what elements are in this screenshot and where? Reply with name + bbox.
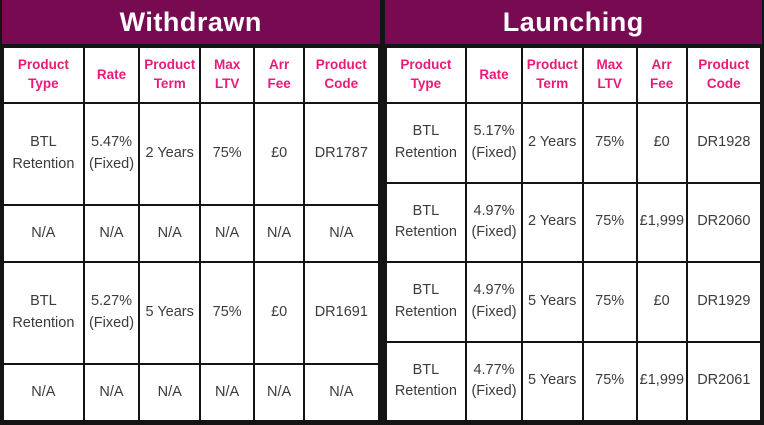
data-cell: BTL Retention [384, 261, 468, 343]
table-row: BTL Retention 5.47% (Fixed) 2 Years 75% £0 DR… [2, 102, 380, 206]
data-cell: 4.97% (Fixed) [465, 261, 523, 343]
data-cell: DR1787 [303, 102, 380, 206]
column-header-cell: Max LTV [199, 46, 256, 104]
data-cell: N/A [2, 362, 85, 423]
data-cell: 75% [199, 260, 256, 365]
data-cell: 75% [581, 102, 638, 184]
header-row: Product Type Rate Product Term Max LTV Arr F… [384, 46, 763, 104]
data-cell: N/A [303, 362, 380, 423]
data-cell: £1,999 [635, 181, 688, 263]
data-cell: N/A [199, 203, 256, 263]
data-cell: 2 Years [520, 181, 584, 263]
withdrawn-table-body: BTL Retention 5.47% (Fixed) 2 Years 75% £0 DR… [2, 102, 380, 423]
column-header-cell: Arr Fee [253, 46, 306, 104]
data-cell: N/A [253, 203, 306, 263]
data-cell: £0 [635, 102, 688, 184]
column-header-cell: Product Code [685, 46, 763, 104]
table-row: BTL Retention 4.97% (Fixed) 5 Years 75% £0 DR… [384, 261, 763, 343]
section-title-launching: Launching [384, 0, 762, 46]
data-cell: 5 Years [520, 261, 584, 343]
data-cell: 75% [581, 261, 638, 343]
column-header-cell: Product Type [384, 46, 468, 104]
data-cell: N/A [2, 203, 85, 263]
data-cell: DR2060 [685, 181, 763, 263]
data-cell: N/A [303, 203, 380, 263]
data-cell: N/A [82, 362, 141, 423]
data-cell: 75% [581, 340, 638, 422]
section-divider [379, 0, 385, 422]
column-header-cell: Rate [465, 46, 523, 104]
data-cell: £1,999 [635, 340, 688, 422]
data-cell: DR1928 [685, 102, 763, 184]
data-cell: DR1929 [685, 261, 763, 343]
launching-table-body: BTL Retention 5.17% (Fixed) 2 Years 75% £0 DR… [384, 102, 763, 422]
data-cell: 4.77% (Fixed) [465, 340, 523, 422]
data-cell: 5 Years [138, 260, 202, 365]
section-title-withdrawn: Withdrawn [2, 0, 380, 46]
data-cell: 75% [581, 181, 638, 263]
data-cell: £0 [635, 261, 688, 343]
column-header-cell: Rate [82, 46, 141, 104]
column-header-cell: Max LTV [581, 46, 638, 104]
data-cell: BTL Retention [384, 181, 468, 263]
column-header-cell: Product Type [2, 46, 85, 104]
data-cell: N/A [199, 362, 256, 423]
launching-table: Product Type Rate Product Term Max LTV Arr F… [384, 46, 763, 422]
column-header-cell: Product Term [520, 46, 584, 104]
column-header-cell: Arr Fee [635, 46, 688, 104]
data-cell: 5 Years [520, 340, 584, 422]
data-cell: 2 Years [520, 102, 584, 184]
column-header-cell: Product Code [303, 46, 380, 104]
data-cell: N/A [138, 362, 202, 423]
table-row: BTL Retention 4.97% (Fixed) 2 Years 75% £1,9… [384, 181, 763, 263]
data-cell: 75% [199, 102, 256, 206]
data-cell: 2 Years [138, 102, 202, 206]
data-cell: £0 [253, 260, 306, 365]
section-launching: Launching Product Type Rate Product Term Ma… [384, 0, 763, 422]
data-cell: 5.17% (Fixed) [465, 102, 523, 184]
data-cell: 5.47% (Fixed) [82, 102, 141, 206]
table-row: BTL Retention 5.27% (Fixed) 5 Years 75% £0 DR… [2, 260, 380, 365]
withdrawn-table: Product Type Rate Product Term Max LTV Arr F… [2, 46, 380, 423]
data-cell: BTL Retention [2, 102, 85, 206]
data-cell: 5.27% (Fixed) [82, 260, 141, 365]
data-cell: 4.97% (Fixed) [465, 181, 523, 263]
data-cell: DR1691 [303, 260, 380, 365]
launching-table-header: Product Type Rate Product Term Max LTV Arr F… [384, 46, 763, 104]
data-cell: BTL Retention [384, 102, 468, 184]
table-row: N/A N/A N/A N/A N/A N/A [2, 203, 380, 263]
table-row: N/A N/A N/A N/A N/A N/A [2, 362, 380, 423]
data-cell: £0 [253, 102, 306, 206]
data-cell: BTL Retention [2, 260, 85, 365]
data-cell: BTL Retention [384, 340, 468, 422]
section-withdrawn: Withdrawn Product Type Rate Product Term Ma… [2, 0, 380, 423]
data-cell: DR2061 [685, 340, 763, 422]
data-cell: N/A [82, 203, 141, 263]
column-header-cell: Product Term [138, 46, 202, 104]
table-row: BTL Retention 4.77% (Fixed) 5 Years 75% £1,9… [384, 340, 763, 422]
data-cell: N/A [253, 362, 306, 423]
table-row: BTL Retention 5.17% (Fixed) 2 Years 75% £0 DR… [384, 102, 763, 184]
data-cell: N/A [138, 203, 202, 263]
withdrawn-table-header: Product Type Rate Product Term Max LTV Arr F… [2, 46, 380, 104]
header-row: Product Type Rate Product Term Max LTV Arr F… [2, 46, 380, 104]
